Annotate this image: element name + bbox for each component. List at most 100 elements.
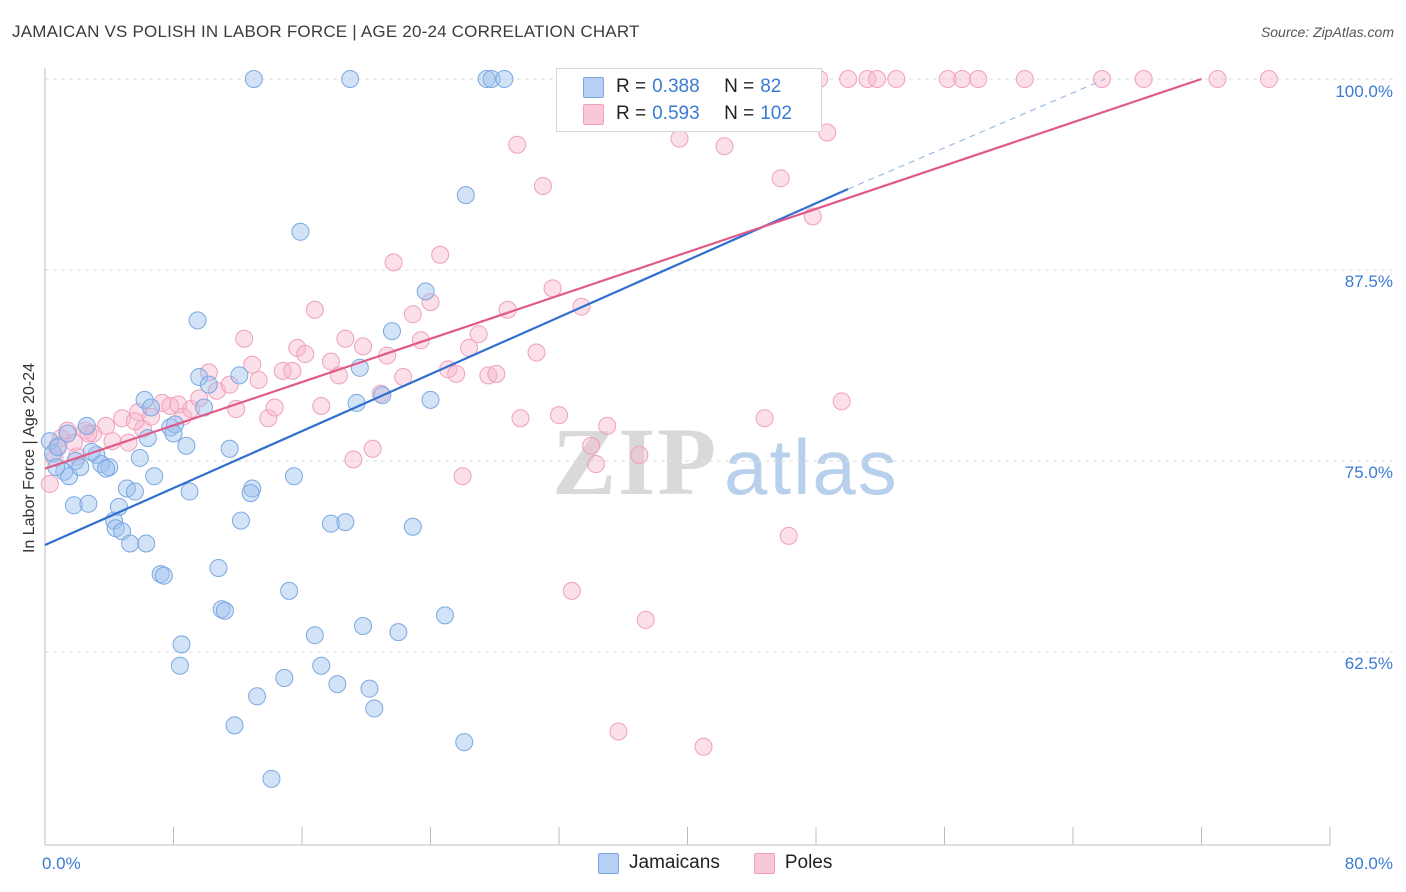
jamaican-point	[477, 70, 496, 88]
polish-point	[384, 253, 403, 272]
polish-point	[336, 329, 355, 348]
polish-point	[755, 409, 774, 428]
polish-point	[586, 455, 605, 474]
jamaican-point	[97, 459, 116, 478]
jamaican-point	[177, 436, 196, 455]
polish-point	[969, 70, 988, 88]
chart-source: Source: ZipAtlas.com	[1260, 24, 1394, 40]
y-tick-label: 62.5%	[1345, 654, 1393, 673]
y-tick-label: 100.0%	[1335, 82, 1393, 101]
polish-point	[938, 70, 957, 88]
chart-title: JAMAICAN VS POLISH IN LABOR FORCE | AGE …	[12, 22, 640, 41]
jamaican-point	[328, 675, 347, 694]
jamaican-point	[280, 581, 299, 600]
jamaican-point	[121, 534, 140, 553]
jamaican-point	[58, 424, 77, 443]
polish-point	[533, 176, 552, 195]
polish-point	[259, 409, 278, 428]
polish-point	[469, 325, 488, 344]
polish-point	[40, 474, 59, 493]
polish-point	[543, 279, 562, 298]
series-legend-jamaicans: Jamaicans	[598, 852, 720, 874]
jamaican-point	[209, 558, 228, 577]
jamaican-point	[495, 70, 514, 88]
polish-point	[630, 445, 649, 464]
legend-n-label: N =	[724, 103, 755, 124]
polish-point	[609, 722, 628, 741]
jamaican-point	[220, 439, 239, 458]
polish-point	[312, 396, 331, 415]
polish-point	[670, 129, 689, 148]
jamaican-point	[312, 656, 331, 675]
jamaican-point	[79, 494, 98, 513]
y-axis-label: In Labor Force | Age 20-24	[21, 363, 38, 553]
polish-point	[1015, 70, 1034, 88]
polish-point	[79, 424, 98, 443]
jamaican-point	[138, 429, 157, 448]
jamaican-point	[145, 467, 164, 486]
legend-row-poles: R = 0.593 N = 102	[583, 102, 792, 126]
series-label-jamaicans: Jamaicans	[629, 852, 720, 873]
jamaican-point	[135, 390, 154, 409]
polish-point	[487, 364, 506, 383]
jamaican-point	[354, 617, 373, 636]
legend-n-value-jamaicans: 82	[760, 76, 782, 97]
polish-point	[715, 137, 734, 156]
jamaican-point	[284, 467, 303, 486]
polish-point	[220, 375, 239, 394]
jamaican-point	[230, 366, 249, 385]
jamaican-point	[275, 668, 294, 687]
series-swatch-jamaicans	[598, 852, 619, 874]
series-legend-poles: Poles	[753, 852, 833, 874]
legend-r-value-jamaicans: 0.388	[652, 76, 700, 97]
y-tick-label: 87.5%	[1345, 272, 1393, 291]
polish-point	[363, 439, 382, 458]
jamaican-point	[188, 311, 207, 330]
polish-point	[511, 409, 530, 428]
jamaican-point	[416, 282, 435, 301]
polish-point	[694, 737, 713, 756]
polish-point	[953, 70, 972, 88]
legend-n-label: N =	[724, 76, 755, 97]
polish-point	[508, 135, 527, 154]
jamaican-point	[241, 484, 260, 503]
jamaican-point	[389, 623, 408, 642]
jamaican-point	[199, 375, 218, 394]
series-legend: Jamaicans Poles	[598, 852, 866, 874]
y-tick-label: 75.0%	[1345, 463, 1393, 482]
jamaican-point	[170, 656, 189, 675]
jamaican-point	[215, 601, 234, 620]
jamaican-point	[321, 514, 340, 533]
jamaican-point	[482, 70, 501, 88]
jamaican-point	[365, 699, 384, 718]
polish-point	[550, 406, 568, 425]
polish-point	[771, 169, 790, 188]
legend-r-value-poles: 0.593	[652, 103, 700, 124]
jamaican-point	[137, 534, 156, 553]
polish-point	[636, 610, 655, 629]
polish-point	[321, 352, 340, 371]
jamaican-point	[180, 482, 199, 501]
legend-row-jamaicans: R = 0.388 N = 82	[583, 75, 781, 99]
jamaican-point	[244, 70, 263, 88]
jamaican-point	[403, 517, 422, 536]
series-label-poles: Poles	[784, 852, 833, 873]
jamaican-point	[142, 398, 161, 417]
legend-r-label: R =	[616, 76, 647, 97]
polish-point	[296, 345, 315, 364]
jamaican-point	[125, 482, 144, 501]
jamaican-point	[305, 626, 324, 645]
jamaican-point	[172, 635, 191, 654]
x-tick-label-min: 0.0%	[42, 854, 81, 873]
polish-point	[243, 355, 262, 374]
jamaican-point	[248, 687, 267, 706]
jamaican-point	[336, 513, 355, 532]
jamaican-point	[435, 606, 454, 625]
polish-point	[199, 363, 218, 382]
jamaican-point	[130, 448, 149, 467]
polish-point	[818, 123, 837, 142]
legend-r-label: R =	[616, 103, 647, 124]
polish-point	[1259, 70, 1278, 88]
jamaican-point	[231, 511, 250, 530]
polish-point	[249, 371, 268, 390]
